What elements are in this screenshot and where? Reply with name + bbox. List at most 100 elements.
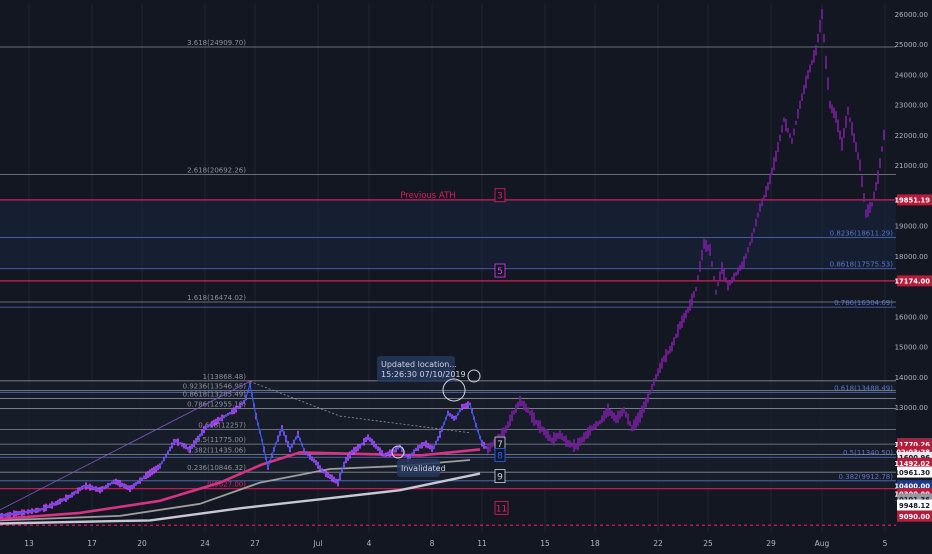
x-tick-12: 25 <box>703 539 713 548</box>
level-label-4: 0.8618(17575.53) <box>830 261 894 269</box>
price-box-label-0: 19851.19 <box>894 197 930 205</box>
trendline-1 <box>249 381 341 417</box>
price-box-label-7: 10961.30 <box>894 469 930 477</box>
ma-pink-line <box>0 448 481 521</box>
price-box-1 <box>897 275 932 287</box>
wave-box-8 <box>494 448 506 462</box>
annotation-circle-top <box>442 378 466 402</box>
level-label-12: 0.786(12955.18) <box>187 400 246 408</box>
y-tick-8: 16000.00 <box>895 313 928 321</box>
annotation-invalidated-text: Invalidated <box>401 464 446 473</box>
y-tick-0: 26000.00 <box>895 11 928 19</box>
price-box-11 <box>897 499 932 511</box>
y-tick-9: 15000.00 <box>895 344 928 352</box>
x-tick-0: 13 <box>24 539 34 548</box>
price-box-label-8: 10400.00 <box>894 482 930 490</box>
price-box-7 <box>897 466 932 478</box>
price-box-3 <box>897 438 932 450</box>
level-label-15: 0.5(11340.50) <box>843 449 893 457</box>
price-box-5 <box>897 451 932 463</box>
price-box-6 <box>897 457 932 469</box>
annotations: Updated location...15:26:30 07/10/2019 In… <box>377 356 481 477</box>
y-tick-11: 13000.00 <box>895 404 928 412</box>
price-box-label-1: 17174.00 <box>894 278 930 286</box>
wave-label-7: 7 <box>497 440 503 450</box>
y-tick-3: 23000.00 <box>895 102 928 110</box>
x-tick-3: 24 <box>200 539 210 548</box>
price-axis: 26000.00 25000.00 24000.00 23000.00 22000.00… <box>894 11 932 522</box>
trendline-0 <box>0 381 251 511</box>
wave-label-8: 8 <box>497 451 503 461</box>
price-box-10 <box>897 493 932 505</box>
time-axis-bg <box>0 536 932 550</box>
level-label-7: 0.786(16304.69) <box>834 299 893 307</box>
x-tick-2: 20 <box>137 539 147 548</box>
x-tick-14: Aug <box>815 539 830 548</box>
annotation-circle-small <box>467 369 481 383</box>
wave-box-9 <box>494 469 506 484</box>
level-label-19: 0.382(9912.78) <box>839 473 894 481</box>
level-label-10: 0.9236(13546.95) <box>183 383 247 391</box>
level-label-6: 1.618(16474.02) <box>187 294 246 302</box>
wave-label-9: 9 <box>497 473 503 483</box>
y-tick-6: 19000.00 <box>895 223 928 231</box>
x-tick-11: 22 <box>653 539 663 548</box>
price-box-4 <box>897 446 932 458</box>
level-label-0: 3.618(24909.70) <box>187 39 246 47</box>
level-label-2: Previous ATH <box>400 191 455 201</box>
zone-upper <box>0 199 896 269</box>
level-label-17: 0.236(10846.32) <box>187 464 246 472</box>
hist-wave-line <box>0 383 489 517</box>
ma-light-line <box>0 472 481 525</box>
wave-label-11: 11 <box>496 504 507 514</box>
level-label-3: 0.8236(18611.29) <box>830 229 894 237</box>
y-tick-10: 14000.00 <box>895 374 928 382</box>
x-tick-7: 8 <box>430 539 435 548</box>
x-tick-1: 17 <box>87 539 97 548</box>
trendlines <box>0 381 471 511</box>
price-box-label-6: 11492.02 <box>894 460 930 468</box>
level-label-11: 0.8618(13285.49) <box>183 390 247 398</box>
wave-label-5: 5 <box>497 267 503 277</box>
level-label-1: 2.618(20692.26) <box>187 166 246 174</box>
price-box-8 <box>897 480 932 492</box>
price-box-label-3: 11770.26 <box>894 441 930 449</box>
y-tick-1: 25000.00 <box>895 41 928 49</box>
y-tick-7: 18000.00 <box>895 253 928 261</box>
wave-box-5 <box>494 263 506 278</box>
x-tick-8: 11 <box>477 539 487 548</box>
wave-label-3: 3 <box>497 192 503 202</box>
y-tick-5: 21000.00 <box>895 162 928 170</box>
wave-box-11 <box>494 500 509 515</box>
price-box-label-11: 9948.12 <box>899 502 930 510</box>
annotation-updated-line1: Updated location... <box>381 360 457 369</box>
x-tick-13: 29 <box>766 539 776 548</box>
x-tick-5: Jul <box>312 539 322 548</box>
x-tick-15: 5 <box>883 539 888 548</box>
x-tick-6: 4 <box>367 539 372 548</box>
time-axis: 13 17 20 24 27 Jul 4 8 11 15 18 22 25 29 Aug 5 <box>24 539 887 548</box>
wave-box-3 <box>494 188 506 203</box>
annotation-invalidated-box <box>397 459 440 477</box>
level-label-8: 1(13868.48) <box>203 373 247 381</box>
annotation-updated-line2: 15:26:30 07/10/2019 <box>381 370 466 379</box>
x-tick-10: 18 <box>590 539 600 548</box>
price-box-0 <box>897 194 932 206</box>
x-tick-9: 15 <box>540 539 550 548</box>
level-label-18: 0(9627.00) <box>207 481 246 489</box>
y-tick-4: 22000.00 <box>895 132 928 140</box>
wave-labels: 3 5 78 9 11 <box>494 188 509 515</box>
price-box-label-12: 9090.00 <box>899 513 930 521</box>
annotation-updated-box <box>377 356 455 382</box>
annotation-circle-low <box>391 445 405 459</box>
level-label-13: 0.618(12257) <box>198 422 246 430</box>
trendline-2 <box>339 415 471 434</box>
x-tick-4: 27 <box>250 539 260 548</box>
level-label-14: 0.5(11775.00) <box>196 436 246 444</box>
level-label-16: 0.382(11435.06) <box>187 446 246 454</box>
y-tick-2: 24000.00 <box>895 71 928 79</box>
price-box-12 <box>897 510 932 522</box>
level-label-9: 0.618(13488.49) <box>834 384 893 392</box>
